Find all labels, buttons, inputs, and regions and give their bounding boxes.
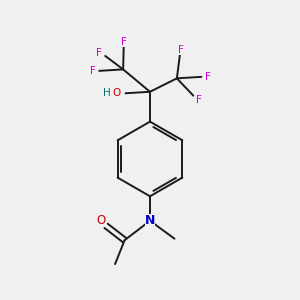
Text: F: F xyxy=(121,37,127,46)
Text: F: F xyxy=(90,66,96,76)
Text: H: H xyxy=(103,88,111,98)
Text: O: O xyxy=(96,214,105,227)
Text: F: F xyxy=(205,72,211,82)
Text: F: F xyxy=(96,48,102,58)
Text: O: O xyxy=(112,88,120,98)
Text: F: F xyxy=(178,45,184,55)
Text: N: N xyxy=(145,214,155,227)
Text: F: F xyxy=(196,95,202,105)
